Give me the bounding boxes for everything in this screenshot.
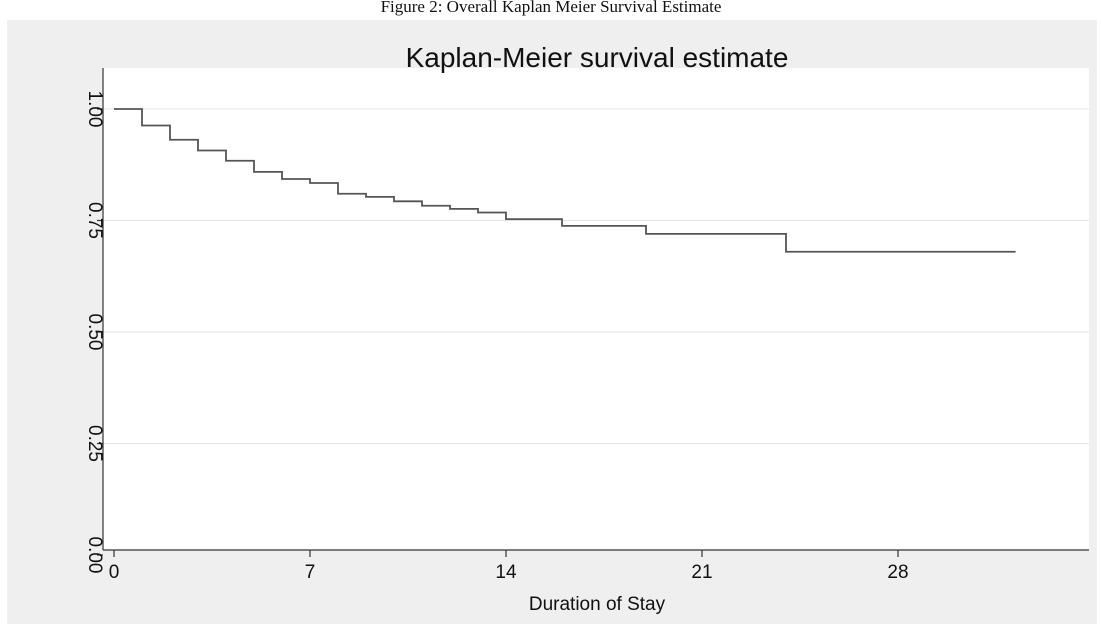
plot-area	[103, 68, 1089, 550]
x-tick-label: 21	[691, 562, 712, 583]
y-tick-label: 0.25	[84, 425, 105, 462]
y-tick-label: 0.75	[84, 202, 105, 239]
x-tick-label: 0	[109, 562, 120, 583]
ticks: 0.00 0.25 0.50 0.75 1.00 0 7 14 21 28	[84, 91, 909, 583]
chart-figure: 0.00 0.25 0.50 0.75 1.00 0 7 14 21 28 Kaplan-Meie…	[7, 20, 1097, 624]
x-tick-label: 28	[887, 562, 908, 583]
series-group	[114, 108, 1016, 253]
x-tick-label: 7	[305, 562, 316, 583]
y-tick-label: 0.50	[84, 314, 105, 351]
y-tick-label: 1.00	[84, 91, 105, 128]
x-axis-label: Duration of Stay	[529, 594, 666, 615]
chart-title: Kaplan-Meier survival estimate	[406, 42, 789, 73]
x-tick-label: 14	[495, 562, 517, 583]
survival-curve	[114, 108, 1016, 253]
axes	[102, 68, 1089, 551]
figure-caption: Figure 2: Overall Kaplan Meier Survival …	[380, 0, 722, 16]
gridlines	[103, 108, 1089, 444]
km-chart: 0.00 0.25 0.50 0.75 1.00 0 7 14 21 28 Kaplan-Meie…	[84, 42, 1089, 615]
y-tick-label: 0.00	[84, 537, 105, 574]
